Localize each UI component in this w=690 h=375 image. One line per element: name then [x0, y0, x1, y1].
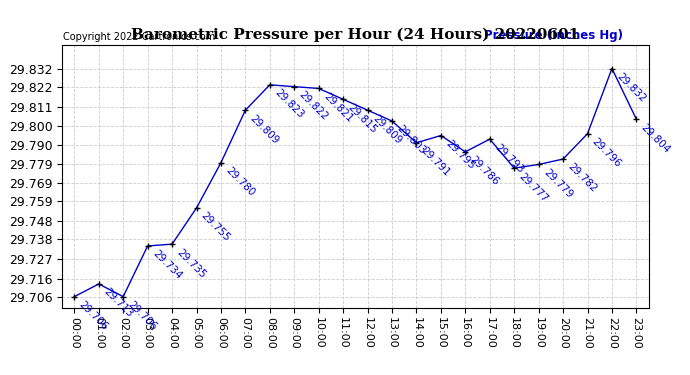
Text: 29.795: 29.795 [444, 138, 477, 171]
Text: 29.786: 29.786 [468, 154, 501, 188]
Text: 29.809: 29.809 [371, 113, 403, 146]
Text: 29.803: 29.803 [395, 124, 428, 157]
Text: 29.735: 29.735 [175, 247, 208, 280]
Text: 29.706: 29.706 [77, 299, 110, 332]
Text: 29.782: 29.782 [566, 162, 599, 195]
Text: 29.755: 29.755 [199, 211, 232, 244]
Text: 29.793: 29.793 [493, 142, 525, 175]
Text: 29.821: 29.821 [322, 91, 355, 124]
Text: 29.777: 29.777 [517, 171, 550, 204]
Text: 29.809: 29.809 [248, 113, 281, 146]
Text: 29.815: 29.815 [346, 102, 379, 135]
Text: Copyright 2022 Cartronics.com: Copyright 2022 Cartronics.com [63, 32, 215, 42]
Text: 29.822: 29.822 [297, 89, 330, 122]
Title: Barometric Pressure per Hour (24 Hours) 20220601: Barometric Pressure per Hour (24 Hours) … [131, 28, 580, 42]
Text: 29.780: 29.780 [224, 165, 257, 198]
Text: 29.734: 29.734 [150, 249, 184, 282]
Text: 29.832: 29.832 [615, 71, 648, 104]
Text: 29.713: 29.713 [101, 287, 135, 320]
Text: Pressure (Inches Hg): Pressure (Inches Hg) [484, 29, 623, 42]
Text: 29.706: 29.706 [126, 299, 159, 332]
Text: 29.791: 29.791 [420, 146, 452, 178]
Text: 29.823: 29.823 [273, 88, 306, 120]
Text: 29.779: 29.779 [542, 167, 574, 200]
Text: 29.804: 29.804 [639, 122, 672, 155]
Text: 29.796: 29.796 [590, 136, 623, 170]
